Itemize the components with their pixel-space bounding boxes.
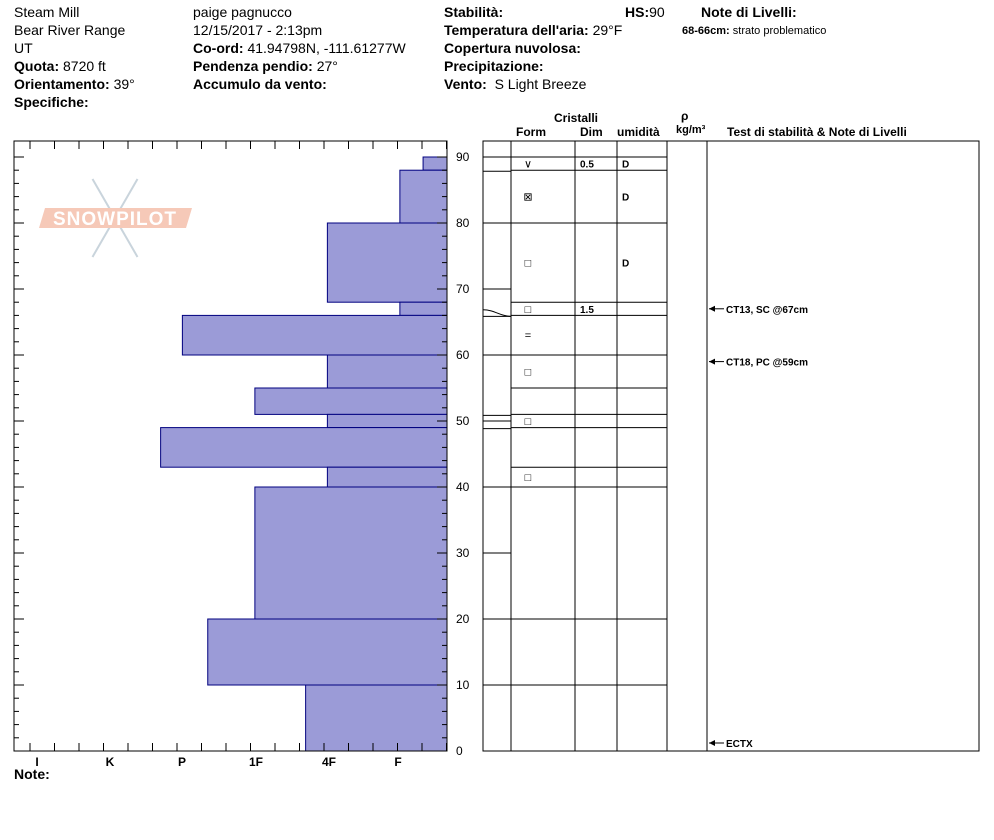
depth-tick-label: 80 [456, 216, 470, 230]
state: UT [14, 40, 33, 56]
layer-note: 68-66cm: strato problematico [682, 25, 827, 37]
coordinates: Co-ord: 41.94798N, -111.61277W [193, 40, 406, 56]
grain-form-symbol: □ [525, 367, 532, 379]
grain-form-symbol: □ [525, 258, 532, 270]
test-pointer-arrow [709, 358, 715, 365]
precipitation-label: Precipitazione: [444, 58, 544, 74]
hardness-bar [399, 169, 448, 224]
layer-connector [482, 309, 512, 317]
hardness-bar [305, 684, 448, 752]
location: Steam Mill [14, 4, 80, 20]
note-label: Note: [14, 766, 50, 782]
hardness-category-label: K [106, 755, 115, 769]
hardness-bar [254, 387, 448, 415]
logo-banner [39, 208, 192, 228]
range: Bear River Range [14, 22, 126, 38]
grain-form-symbol: □ [525, 416, 532, 428]
hardness-bar [254, 486, 448, 620]
elevation: Quota: 8720 ft [14, 58, 106, 74]
hardness-bar [207, 618, 448, 686]
hardness-bar [326, 222, 448, 303]
test-pointer-arrow [709, 305, 715, 312]
layer-notes-label: Note di Livelli: [701, 4, 797, 20]
grain-size: 0.5 [580, 160, 594, 171]
density-symbol: ρ [681, 109, 689, 123]
hardness-plot-frame [13, 140, 448, 752]
wind: Vento: S Light Breeze [444, 76, 587, 92]
moisture-header: umidità [617, 125, 660, 139]
depth-tick-label: 70 [456, 282, 470, 296]
depth-tick-label: 30 [456, 546, 470, 560]
hardness-category-label: P [178, 755, 186, 769]
depth-tick-label: 0 [456, 744, 463, 758]
depth-tick-label: 60 [456, 348, 470, 362]
hardness-bar [326, 354, 448, 389]
stability-test-label: ECTX [726, 739, 753, 750]
crystals-header: Cristalli [554, 111, 599, 125]
form-header: Form [516, 125, 546, 139]
hardness-category-label: 1F [249, 755, 263, 769]
tests-header: Test di stabilità & Note di Livelli [727, 125, 907, 139]
layer-table-frame [482, 140, 980, 752]
depth-tick-label: 50 [456, 414, 470, 428]
specifics-label: Specifiche: [14, 94, 89, 110]
stability-test-label: CT13, SC @67cm [726, 305, 808, 316]
grain-form-symbol: = [525, 330, 531, 342]
depth-tick-label: 90 [456, 150, 470, 164]
observer: paige pagnucco [193, 4, 292, 20]
hardness-category-label: I [35, 755, 38, 769]
hardness-bar [160, 427, 448, 468]
snow-height: HS:90 [625, 4, 665, 20]
grain-form-symbol: ∨ [524, 159, 532, 171]
stability-test-label: CT18, PC @59cm [726, 358, 808, 369]
grain-form-symbol: □ [525, 472, 532, 484]
grain-size: 1.5 [580, 305, 594, 316]
hardness-bar [326, 413, 448, 429]
wind-loading-label: Accumulo da vento: [193, 76, 327, 92]
moisture-value: D [622, 259, 629, 270]
cloud-cover-label: Copertura nuvolosa: [444, 40, 581, 56]
datetime: 12/15/2017 - 2:13pm [193, 22, 323, 38]
hardness-bar [181, 314, 448, 356]
hardness-bar [326, 466, 448, 488]
stability-label: Stabilità: [444, 4, 504, 20]
moisture-value: D [622, 160, 629, 171]
depth-tick-label: 20 [456, 612, 470, 626]
hardness-bar [399, 301, 448, 316]
depth-tick-label: 40 [456, 480, 470, 494]
slope: Pendenza pendio: 27° [193, 58, 338, 74]
aspect: Orientamento: 39° [14, 76, 135, 92]
grain-form-symbol: ⊠ [523, 192, 532, 204]
hardness-category-label: F [394, 755, 401, 769]
logo-text: SNOWPILOT [53, 209, 177, 230]
density-unit: kg/m³ [676, 124, 706, 136]
air-temperature: Temperatura dell'aria: 29°F [444, 22, 623, 38]
hardness-category-label: 4F [322, 755, 336, 769]
depth-tick-label: 10 [456, 678, 470, 692]
size-header: Dim [580, 125, 603, 139]
hardness-bar [422, 156, 448, 171]
test-pointer-arrow [709, 740, 715, 746]
grain-form-symbol: □ [525, 304, 532, 316]
moisture-value: D [622, 193, 629, 204]
snowpilot-logo: SNOWPILOT [39, 178, 192, 258]
